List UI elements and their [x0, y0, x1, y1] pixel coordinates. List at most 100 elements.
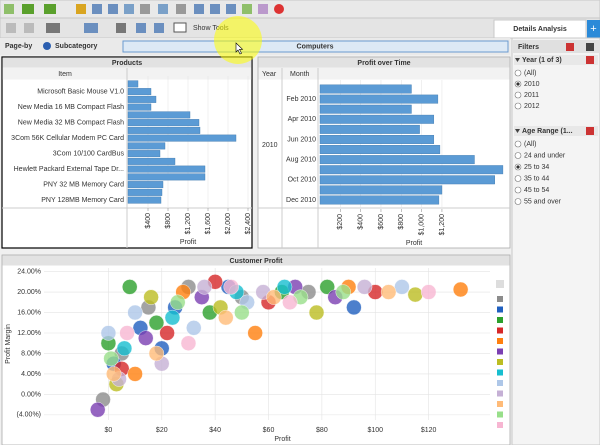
- icon[interactable]: [24, 23, 34, 33]
- radio[interactable]: [514, 102, 522, 110]
- legend-swatch[interactable]: [497, 411, 503, 418]
- filter-option[interactable]: 45 to 54: [524, 187, 549, 194]
- radio-dot: [516, 82, 520, 86]
- legend-swatch[interactable]: [497, 390, 503, 397]
- filter-option[interactable]: (All): [524, 70, 536, 77]
- icon[interactable]: [140, 4, 150, 14]
- filter-option[interactable]: 2010: [524, 81, 540, 88]
- icon[interactable]: [173, 22, 187, 33]
- radio-dot: [516, 165, 520, 169]
- filter-option[interactable]: 55 and over: [524, 198, 562, 205]
- bar: [127, 196, 162, 204]
- cursor: [235, 42, 244, 55]
- icon[interactable]: [108, 4, 118, 14]
- bar: [319, 165, 504, 175]
- point: [276, 279, 293, 295]
- radio[interactable]: [514, 69, 522, 77]
- icon[interactable]: [116, 23, 126, 33]
- panel-title-bar: [258, 57, 510, 68]
- x-tick-label: $2,000: [225, 213, 232, 235]
- point: [122, 279, 138, 295]
- icon[interactable]: [158, 4, 168, 14]
- filter-option[interactable]: 2011: [524, 92, 539, 99]
- radio[interactable]: [514, 198, 522, 205]
- page-by-select[interactable]: [122, 40, 509, 53]
- bar: [319, 155, 475, 165]
- point: [90, 402, 106, 418]
- filter-option[interactable]: 35 to 44: [524, 175, 549, 182]
- icon[interactable]: [124, 4, 134, 14]
- radio[interactable]: [514, 140, 522, 148]
- legend-swatch[interactable]: [497, 422, 503, 428]
- filters-clear[interactable]: [566, 43, 574, 51]
- point: [127, 366, 143, 382]
- bar: [319, 104, 412, 114]
- bar: [127, 95, 157, 103]
- filter-option[interactable]: 25 to 34: [524, 164, 549, 171]
- legend-swatch[interactable]: [497, 296, 503, 302]
- filter-option[interactable]: 2012: [524, 103, 540, 110]
- radio[interactable]: [514, 152, 522, 159]
- expand-arrow[interactable]: [515, 58, 520, 62]
- point: [394, 279, 410, 295]
- icon[interactable]: [92, 4, 102, 14]
- legend-swatch[interactable]: [497, 338, 503, 344]
- panel-title-bar: [2, 255, 510, 266]
- legend-scroll[interactable]: [496, 280, 504, 288]
- icon[interactable]: [44, 4, 56, 14]
- add-tab-label[interactable]: +: [590, 23, 596, 35]
- legend-swatch[interactable]: [497, 401, 503, 407]
- y-tick-label: 20.00%: [17, 289, 41, 296]
- bar: [319, 185, 443, 195]
- point: [247, 325, 263, 341]
- radio[interactable]: [514, 175, 522, 182]
- x-tick-label: $80: [316, 427, 328, 434]
- icon[interactable]: [274, 4, 284, 14]
- icon[interactable]: [136, 23, 146, 33]
- filter-option[interactable]: (All): [524, 141, 536, 148]
- filter-clear[interactable]: [586, 56, 594, 64]
- icon[interactable]: [46, 23, 60, 33]
- icon[interactable]: [84, 23, 98, 33]
- legend-swatch[interactable]: [497, 348, 503, 355]
- x-axis-title: Profit: [406, 240, 422, 247]
- point: [346, 299, 362, 316]
- x-tick-label: $1,000: [418, 214, 425, 236]
- tab-label[interactable]: Details Analysis: [513, 26, 567, 33]
- point: [143, 289, 159, 305]
- icon[interactable]: [210, 4, 220, 14]
- y-tick-label: 8.00%: [21, 350, 41, 357]
- radio[interactable]: [514, 91, 522, 99]
- page-by-icon: [43, 42, 51, 50]
- show-tools[interactable]: Show Tools: [193, 25, 229, 32]
- filter-clear[interactable]: [586, 127, 594, 135]
- expand-arrow[interactable]: [515, 129, 520, 133]
- icon[interactable]: [6, 23, 16, 33]
- category-label: Jun 2010: [287, 136, 316, 143]
- add-tab[interactable]: [587, 20, 600, 38]
- icon[interactable]: [194, 4, 204, 14]
- legend-swatch[interactable]: [497, 369, 503, 376]
- icon[interactable]: [176, 4, 186, 14]
- x-tick-label: $2,400: [245, 213, 252, 235]
- bar: [319, 175, 495, 185]
- page-by-value[interactable]: Computers: [297, 43, 334, 50]
- panel-title: Profit over Time: [357, 60, 410, 67]
- filter-option[interactable]: 24 and under: [524, 152, 566, 159]
- icon[interactable]: [258, 4, 268, 14]
- legend-swatch[interactable]: [497, 380, 503, 386]
- icon[interactable]: [4, 4, 14, 14]
- legend-swatch[interactable]: [497, 359, 503, 365]
- filters-close[interactable]: [586, 43, 594, 51]
- icon[interactable]: [22, 4, 34, 14]
- radio[interactable]: [514, 186, 522, 194]
- legend-swatch[interactable]: [497, 327, 503, 334]
- icon[interactable]: [154, 23, 164, 33]
- icon[interactable]: [242, 4, 252, 14]
- icon[interactable]: [226, 4, 236, 14]
- icon[interactable]: [76, 4, 86, 14]
- point: [116, 340, 133, 357]
- legend-swatch[interactable]: [497, 306, 503, 313]
- legend-swatch[interactable]: [497, 317, 503, 323]
